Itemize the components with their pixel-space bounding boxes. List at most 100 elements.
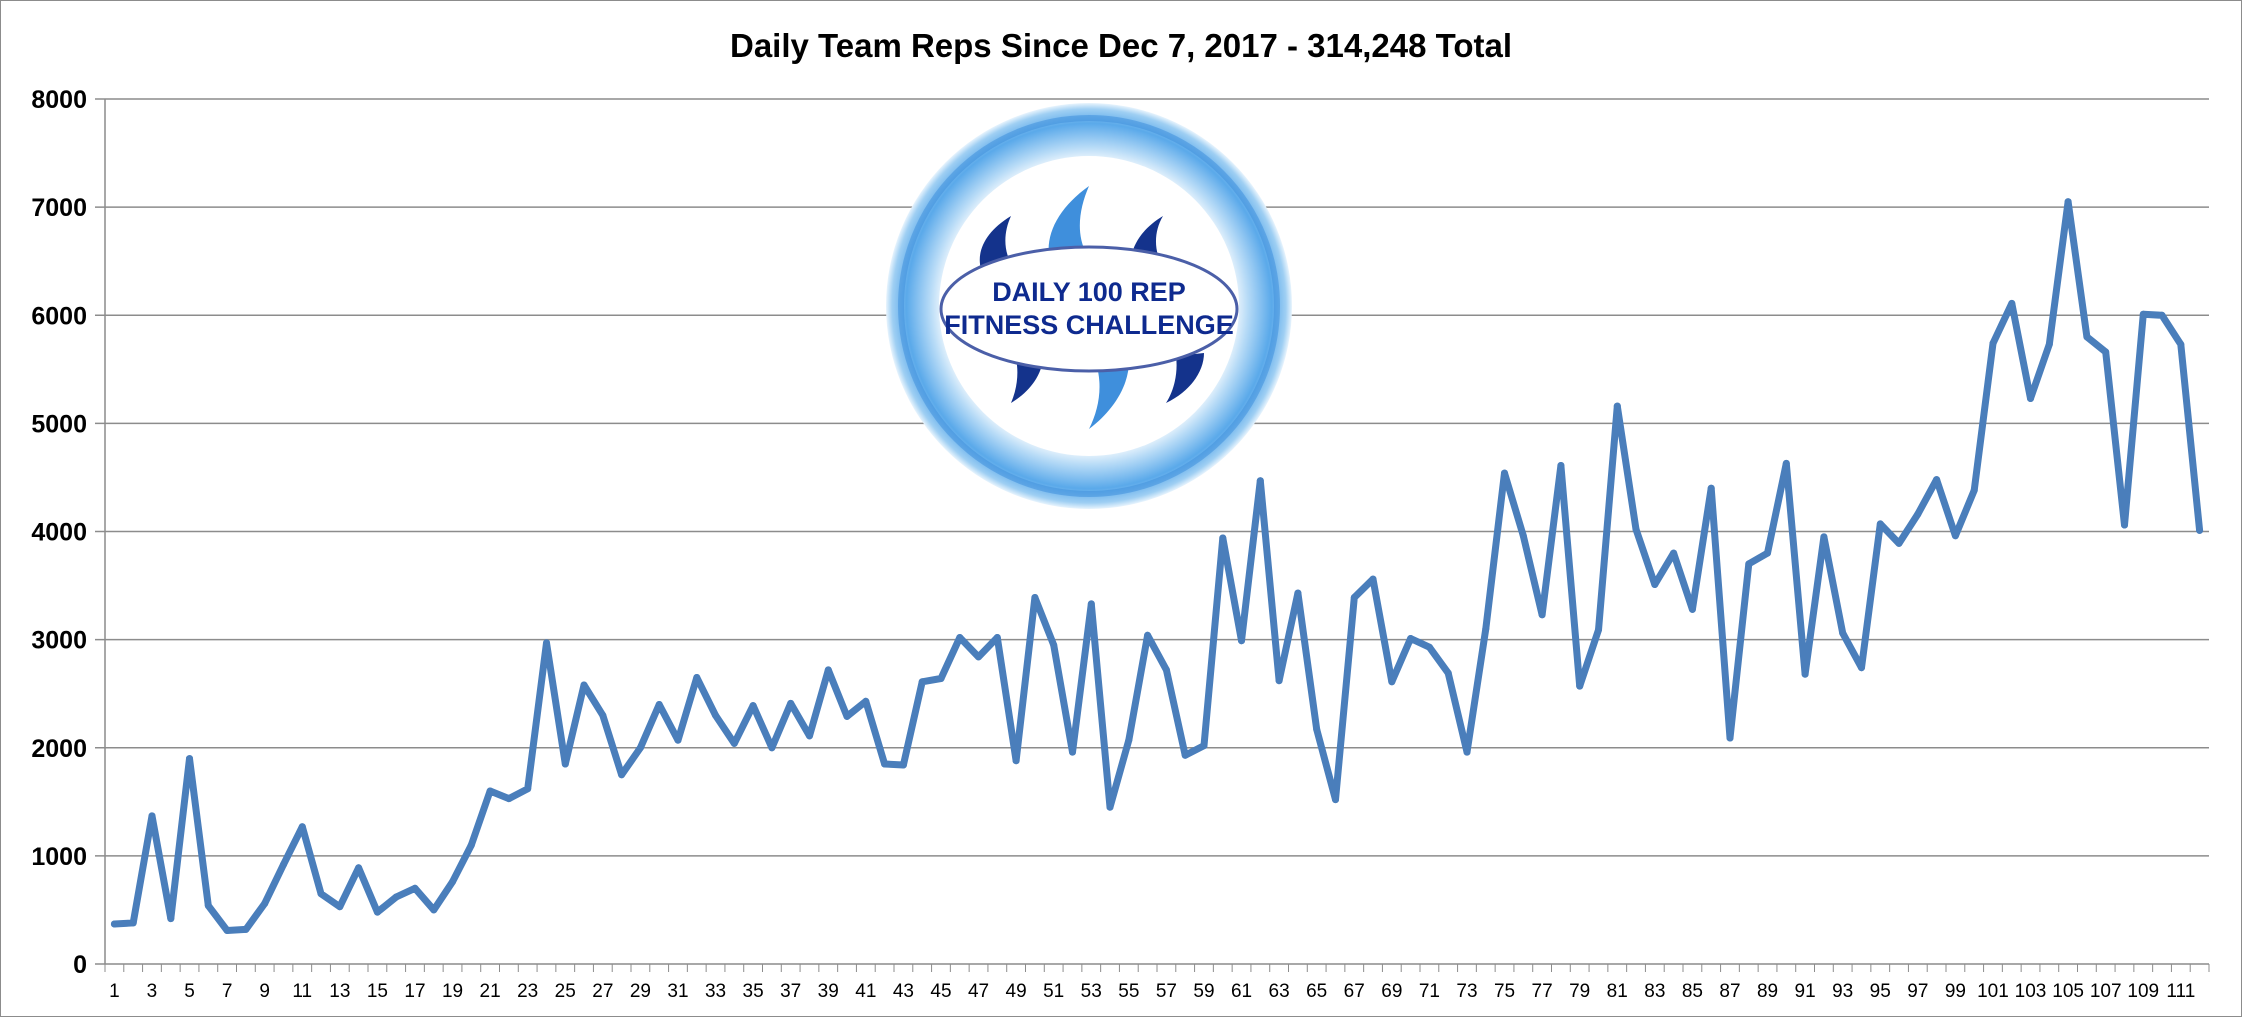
data-point [1858, 664, 1865, 672]
x-axis [104, 99, 2210, 972]
x-tick-label: 83 [1644, 981, 1665, 1002]
x-tick-label: 23 [517, 981, 538, 1002]
data-point [186, 755, 193, 763]
data-point [1069, 748, 1076, 756]
data-point [1632, 525, 1640, 533]
data-point [1332, 796, 1339, 804]
data-point [1012, 757, 1020, 765]
data-point [411, 884, 419, 892]
data-point [280, 861, 287, 868]
y-tick-label: 8000 [31, 86, 87, 114]
data-point [1125, 736, 1133, 744]
logo-text-line-1: DAILY 100 REP [992, 277, 1186, 307]
data-point [1595, 626, 1602, 634]
x-tick-label: 79 [1569, 981, 1590, 1002]
x-tick-label: 81 [1607, 981, 1628, 1002]
x-tick-label: 11 [292, 981, 312, 1002]
data-point [1688, 605, 1696, 613]
y-tick-label: 3000 [31, 627, 87, 655]
data-point [1106, 803, 1114, 811]
data-point [167, 915, 175, 923]
data-point [1670, 549, 1678, 557]
x-tick-label: 61 [1231, 981, 1252, 1002]
x-tick-label: 63 [1269, 981, 1290, 1002]
data-point [1839, 629, 1847, 637]
data-point [824, 666, 832, 674]
x-tick-label: 21 [480, 981, 501, 1002]
data-point [806, 732, 813, 740]
data-point [336, 903, 344, 911]
data-point [1444, 669, 1452, 677]
x-tick-label: 37 [780, 981, 801, 1002]
x-tick-label: 39 [818, 981, 839, 1002]
data-point [1933, 476, 1941, 484]
data-point [110, 920, 118, 928]
x-tick-label: 47 [968, 981, 989, 1002]
x-tick-label: 99 [1945, 981, 1966, 1002]
x-tick-label: 51 [1043, 981, 1064, 1002]
data-point [1087, 600, 1095, 608]
x-tick-label: 9 [259, 981, 270, 1002]
data-point [1369, 575, 1377, 583]
data-point [1557, 462, 1565, 469]
data-point [1707, 484, 1715, 492]
data-point [2008, 299, 2016, 307]
x-tick-label: 31 [667, 981, 688, 1002]
data-point [937, 675, 945, 682]
data-point [2102, 348, 2110, 356]
data-point [1275, 677, 1283, 685]
logo-ellipse [939, 245, 1239, 373]
data-point [674, 736, 682, 744]
data-point [1219, 534, 1227, 542]
x-axis-ticks: 1 3 5 7 9 11 13 15 17 19 21 23 25 27 29 31 33 35 37 39 41 43 4… [109, 981, 2195, 1002]
x-tick-label: 73 [1456, 981, 1477, 1002]
data-point [899, 761, 907, 769]
x-tick-label: 65 [1306, 981, 1327, 1002]
data-point [1181, 751, 1189, 759]
data-point [1651, 581, 1659, 588]
series-line [110, 198, 2204, 934]
x-tick-label: 75 [1494, 981, 1515, 1002]
data-point [2083, 333, 2091, 341]
x-tick-label: 101 [1977, 981, 2009, 1002]
data-point [2045, 340, 2053, 348]
data-point [1238, 637, 1245, 645]
x-tick-label: 107 [2090, 981, 2122, 1002]
x-tick-label: 103 [2015, 981, 2047, 1002]
data-point [655, 701, 663, 708]
x-tick-label: 3 [147, 981, 158, 1002]
y-tick-label: 2000 [31, 735, 87, 763]
data-point [373, 908, 381, 916]
x-tick-label: 53 [1081, 981, 1102, 1002]
data-point [298, 823, 306, 831]
data-point [1200, 742, 1208, 750]
data-point [1876, 520, 1884, 528]
data-point [956, 634, 964, 641]
data-point [1425, 643, 1433, 651]
chart-title: Daily Team Reps Since Dec 7, 2017 - 314,… [729, 27, 1512, 64]
x-tick-label: 19 [442, 981, 463, 1002]
x-tick-label: 85 [1682, 981, 1703, 1002]
data-point [1970, 486, 1978, 494]
y-tick-label: 6000 [31, 302, 87, 330]
data-point [1407, 635, 1415, 642]
x-tick-label: 71 [1419, 981, 1440, 1002]
x-tick-label: 41 [855, 981, 876, 1002]
data-points [110, 198, 2204, 934]
data-point [1782, 459, 1790, 467]
data-point [1519, 532, 1527, 540]
x-tick-label: 17 [404, 981, 425, 1002]
data-point [1745, 560, 1753, 568]
data-point [1989, 339, 1997, 347]
data-point [2177, 340, 2185, 348]
fin-shape [1048, 186, 1089, 256]
x-tick-label: 49 [1006, 981, 1027, 1002]
x-tick-label: 97 [1907, 981, 1928, 1002]
data-point [148, 812, 156, 820]
data-point [223, 927, 231, 934]
fin-shape [979, 216, 1011, 269]
data-point [993, 634, 1001, 641]
data-point [2196, 526, 2204, 534]
x-tick-label: 111 [2166, 981, 2195, 1002]
